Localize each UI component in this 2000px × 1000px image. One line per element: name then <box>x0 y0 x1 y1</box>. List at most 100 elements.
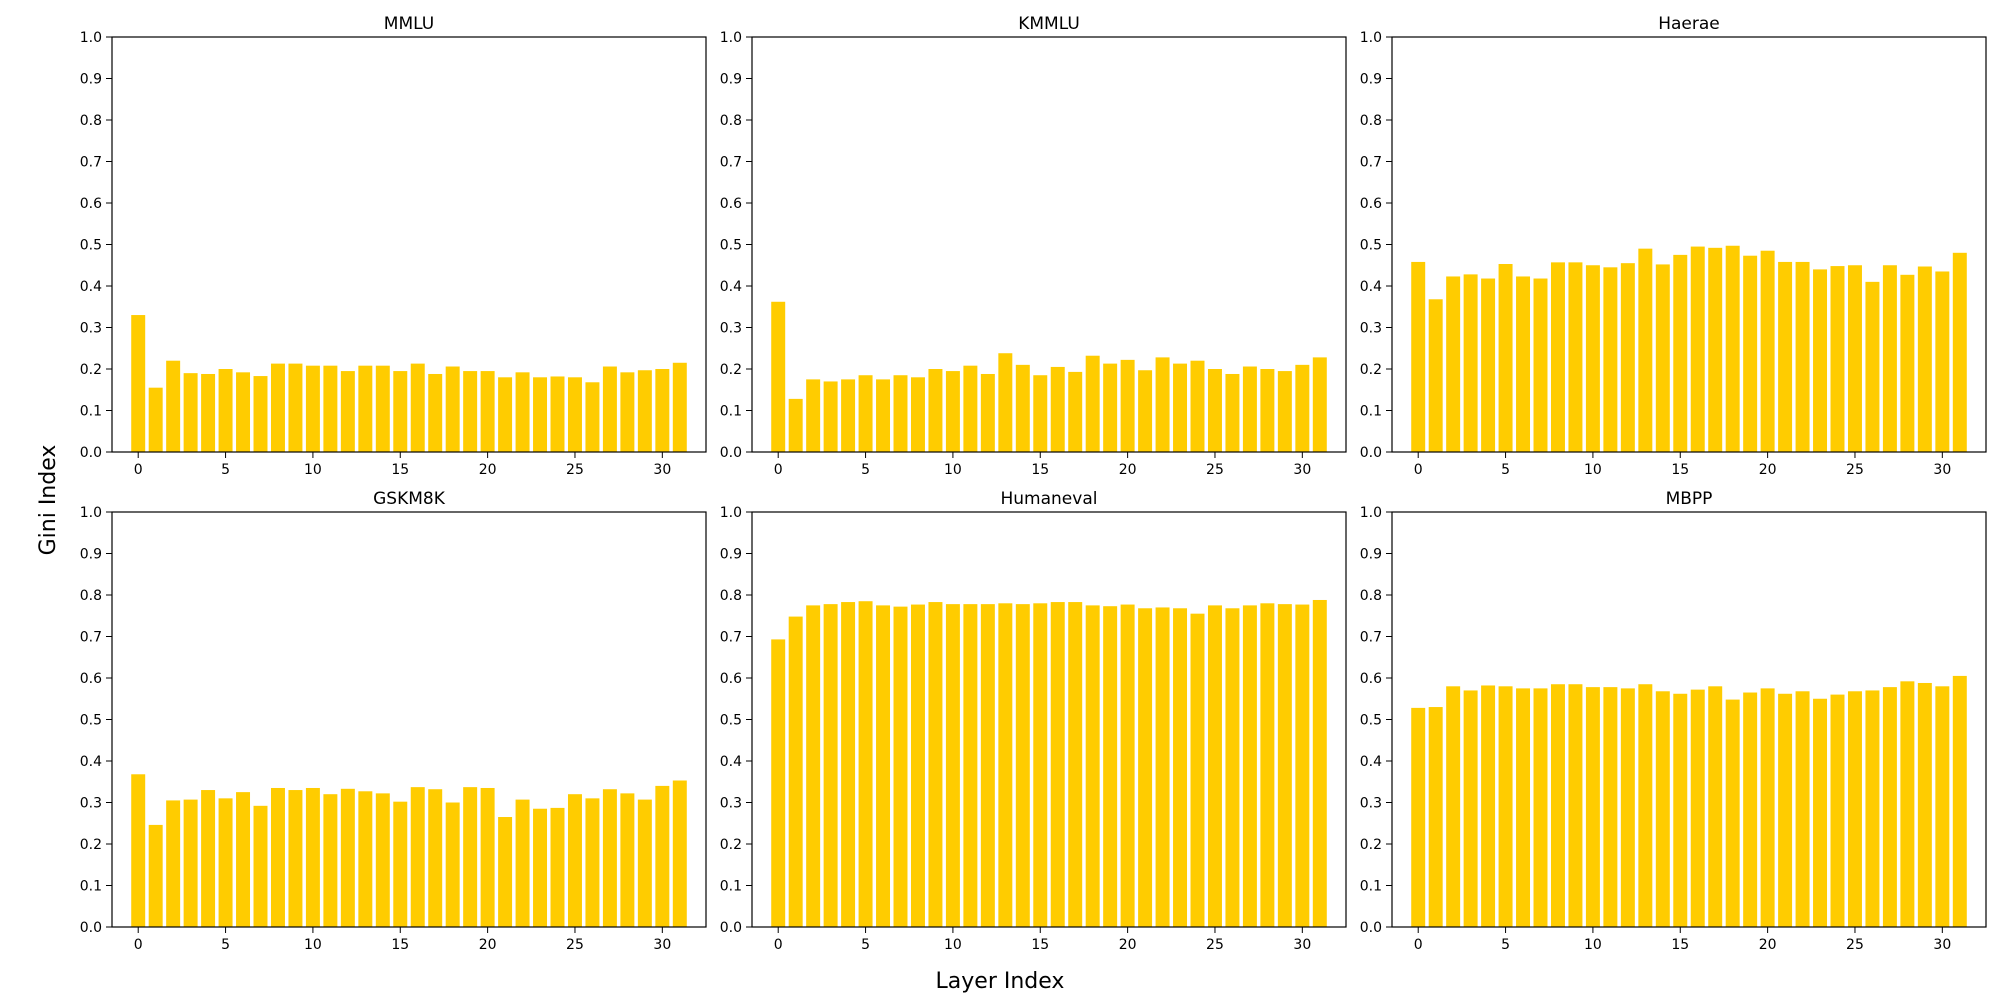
bar <box>253 376 268 452</box>
bar <box>788 616 803 927</box>
y-tick-label: 0.1 <box>80 404 102 420</box>
bar <box>567 794 582 927</box>
bar <box>270 787 285 927</box>
bar <box>1242 605 1257 928</box>
bar <box>1050 602 1065 927</box>
y-tick-label: 0.0 <box>80 920 102 936</box>
y-tick-label: 0.6 <box>80 671 102 687</box>
bar <box>1481 685 1496 927</box>
bar <box>358 365 373 452</box>
y-tick-label: 0.4 <box>1360 279 1382 295</box>
bar <box>1778 261 1793 452</box>
y-tick-label: 0.3 <box>80 796 102 812</box>
bar <box>1865 281 1880 452</box>
bar <box>183 373 198 452</box>
y-tick-label: 0.3 <box>1360 796 1382 812</box>
bar <box>1603 267 1618 452</box>
bar <box>585 798 600 927</box>
x-tick-label: 20 <box>1759 462 1777 478</box>
x-tick-label: 0 <box>1414 937 1423 953</box>
bar <box>410 363 425 452</box>
bar <box>236 792 251 928</box>
y-tick-label: 1.0 <box>720 505 742 521</box>
x-tick-label: 5 <box>861 937 870 953</box>
y-tick-label: 0.1 <box>1360 879 1382 895</box>
x-tick-label: 15 <box>1031 462 1049 478</box>
bar <box>1638 248 1653 452</box>
bar <box>1690 689 1705 927</box>
bar <box>1655 691 1670 927</box>
y-tick-label: 0.0 <box>720 920 742 936</box>
bar <box>788 398 803 452</box>
y-tick-label: 0.8 <box>1360 113 1382 129</box>
bar <box>1533 278 1548 452</box>
x-tick-label: 25 <box>566 937 584 953</box>
x-tick-label: 0 <box>134 937 143 953</box>
y-tick-label: 0.5 <box>1360 238 1382 254</box>
bar <box>1207 605 1222 928</box>
y-tick-label: 0.9 <box>80 547 102 563</box>
bar <box>1068 371 1083 452</box>
y-tick-label: 0.7 <box>720 630 742 646</box>
bar <box>945 604 960 927</box>
bar <box>1312 357 1327 452</box>
bar <box>533 377 548 452</box>
x-tick-label: 15 <box>1671 937 1689 953</box>
x-tick-label: 20 <box>479 937 497 953</box>
bar <box>963 365 978 452</box>
y-tick-label: 0.3 <box>1360 321 1382 337</box>
bar <box>340 788 355 927</box>
y-tick-label: 0.8 <box>720 113 742 129</box>
figure-y-axis-label: Gini Index <box>36 445 61 556</box>
bar <box>533 808 548 927</box>
y-tick-label: 0.0 <box>1360 445 1382 461</box>
bar <box>1516 688 1531 928</box>
chart-panel: 0.0 0.1 0.2 0.3 0.4 0.5 0.6 0.7 0.8 0.9 1.0 0 5 10 15 2… <box>720 14 1347 478</box>
bar <box>1778 693 1793 927</box>
figure-x-axis-label: Layer Index <box>936 969 1065 994</box>
x-tick-label: 20 <box>1759 937 1777 953</box>
bar <box>1463 274 1478 452</box>
bar <box>655 785 670 927</box>
bar <box>1568 684 1583 927</box>
bar <box>1312 599 1327 927</box>
y-tick-label: 0.5 <box>1360 713 1382 729</box>
bar <box>1830 266 1845 452</box>
y-tick-label: 0.6 <box>1360 196 1382 212</box>
bar <box>893 606 908 927</box>
x-tick-label: 30 <box>1933 462 1951 478</box>
y-tick-label: 0.1 <box>720 404 742 420</box>
y-tick-label: 0.8 <box>720 588 742 604</box>
bar <box>393 371 408 452</box>
x-tick-label: 15 <box>391 937 409 953</box>
bar <box>1813 269 1828 452</box>
bar <box>672 780 687 927</box>
x-tick-label: 10 <box>304 462 322 478</box>
bar <box>1795 691 1810 927</box>
y-tick-label: 1.0 <box>80 505 102 521</box>
bar <box>1620 688 1635 928</box>
y-tick-label: 1.0 <box>80 30 102 46</box>
bar <box>1568 262 1583 452</box>
bar <box>963 604 978 927</box>
y-tick-label: 0.5 <box>80 713 102 729</box>
bar <box>620 372 635 452</box>
bar <box>1463 690 1478 927</box>
y-tick-label: 0.7 <box>1360 155 1382 171</box>
bar <box>858 375 873 452</box>
chart-title: KMMLU <box>1018 14 1080 34</box>
bar <box>1952 675 1967 927</box>
bar <box>1498 686 1513 927</box>
x-tick-label: 5 <box>221 462 230 478</box>
bar <box>1068 602 1083 927</box>
x-tick-label: 15 <box>1671 462 1689 478</box>
bar <box>858 601 873 927</box>
bar <box>1033 375 1048 452</box>
bar <box>375 365 390 452</box>
bar <box>550 376 565 452</box>
bar <box>1585 265 1600 452</box>
x-tick-label: 30 <box>653 937 671 953</box>
bar <box>998 603 1013 927</box>
y-tick-label: 0.4 <box>720 279 742 295</box>
